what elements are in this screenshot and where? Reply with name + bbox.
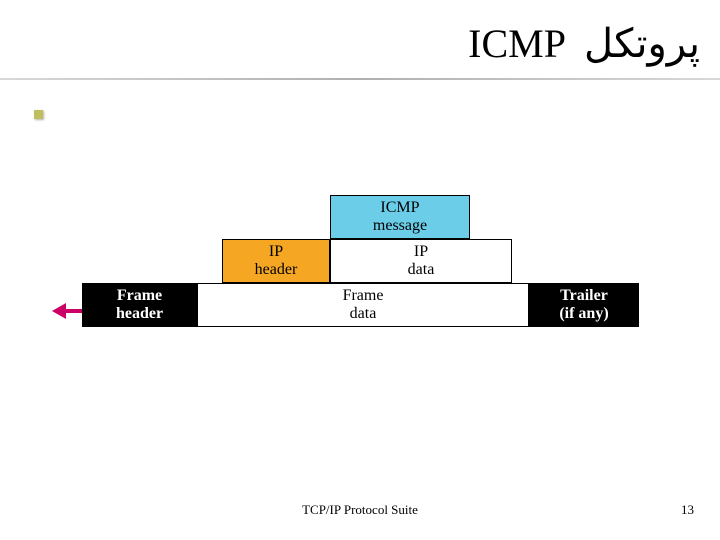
page-number: 13 [681,502,694,518]
title-right: پروتکل [584,20,700,67]
title-left: ICMP [468,20,566,67]
icmp-message-label: ICMPmessage [373,199,427,234]
title-underline [0,78,720,80]
arrow-line [64,309,84,313]
arrow-left-icon [52,303,84,319]
frame-header-label: Frameheader [116,287,163,322]
ip-header-cell: IPheader [222,239,330,283]
ip-data-label: IPdata [408,243,435,278]
icmp-message-cell: ICMPmessage [330,195,470,239]
trailer-label: Trailer(if any) [559,287,608,322]
slide-title: ICMP پروتکل [468,20,700,67]
frame-header-cell: Frameheader [82,283,197,327]
ip-layer: IPheader IPdata [82,239,642,283]
encapsulation-diagram: ICMPmessage IPheader IPdata Frameheader … [82,195,642,327]
trailer-cell: Trailer(if any) [529,283,639,327]
bullet-icon [34,110,43,119]
ip-header-label: IPheader [255,243,298,278]
icmp-layer: ICMPmessage [82,195,642,239]
footer-text: TCP/IP Protocol Suite [302,502,418,518]
frame-data-cell: Framedata [197,283,529,327]
frame-data-label: Framedata [343,287,384,322]
ip-data-cell: IPdata [330,239,512,283]
frame-layer: Frameheader Framedata Trailer(if any) [82,283,642,327]
